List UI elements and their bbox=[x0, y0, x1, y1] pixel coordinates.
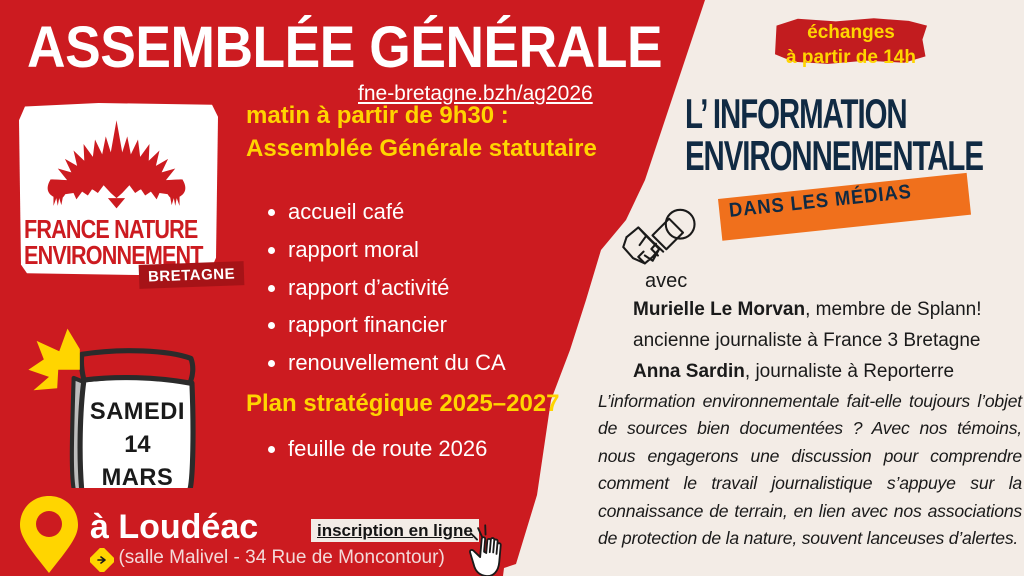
svg-text:SAMEDI: SAMEDI bbox=[90, 399, 185, 425]
svg-text:14: 14 bbox=[124, 432, 151, 458]
svg-text:MARS: MARS bbox=[102, 465, 174, 488]
